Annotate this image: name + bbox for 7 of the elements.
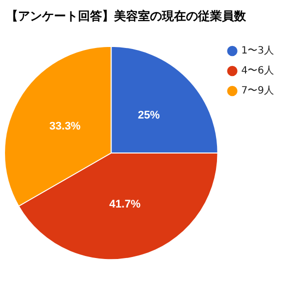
chart-title: 【アンケート回答】美容室の現在の従業員数 <box>5 8 247 25</box>
data-label: 33.3% <box>49 120 81 132</box>
data-label: 25% <box>138 109 160 122</box>
data-label: 41.7% <box>109 198 141 211</box>
legend-label: 7〜9人 <box>241 86 274 97</box>
legend-label: 1〜3人 <box>241 46 274 57</box>
legend-label: 4〜6人 <box>241 66 274 77</box>
